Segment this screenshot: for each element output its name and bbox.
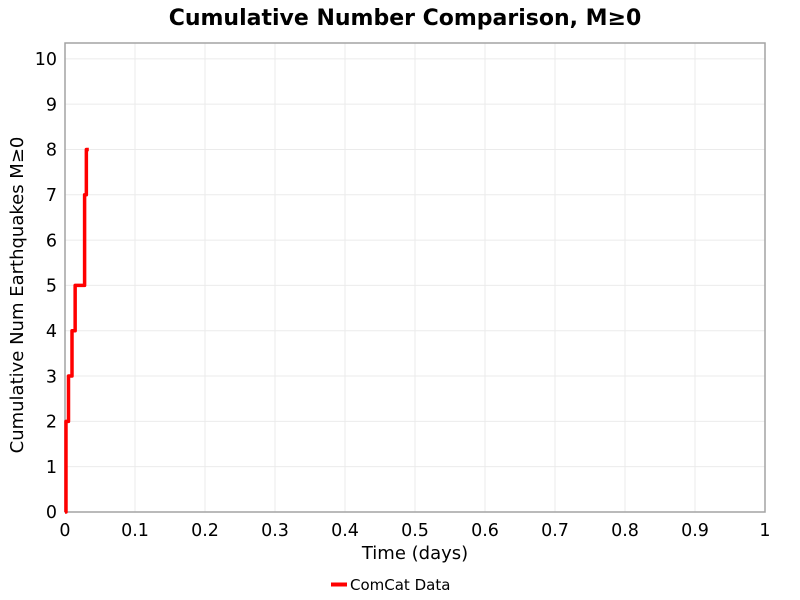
x-tick-label: 0.1	[121, 521, 149, 541]
x-tick-label: 0.3	[261, 521, 289, 541]
x-axis-tick-labels: 0 0.1 0.2 0.3 0.4 0.5 0.6 0.7 0.8 0.9 1	[59, 521, 770, 541]
gridlines	[64, 43, 766, 513]
y-tick-label: 3	[46, 367, 57, 387]
x-tick-label: 1	[759, 521, 770, 541]
x-tick-label: 0.8	[611, 521, 639, 541]
y-tick-label: 2	[46, 413, 57, 433]
y-tick-label: 7	[46, 186, 57, 206]
x-tick-label: 0.4	[331, 521, 359, 541]
y-tick-label: 4	[46, 322, 57, 342]
x-tick-label: 0.5	[401, 521, 429, 541]
y-tick-label: 0	[46, 503, 57, 523]
y-tick-label: 10	[35, 50, 57, 70]
legend-label: ComCat Data	[350, 576, 450, 594]
x-tick-label: 0	[59, 521, 70, 541]
y-tick-label: 1	[46, 458, 57, 478]
y-tick-label: 6	[46, 231, 57, 251]
x-tick-label: 0.7	[541, 521, 569, 541]
y-tick-label: 8	[46, 141, 57, 161]
x-tick-label: 0.6	[471, 521, 499, 541]
series-comcat-data	[64, 147, 89, 514]
plot-area-border	[64, 42, 766, 513]
y-axis-tick-labels: 0 1 2 3 4 5 6 7 8 9 10	[35, 50, 57, 523]
y-axis-label: Cumulative Num Earthquakes M≥0	[7, 137, 28, 454]
comcat-data-step-line	[64, 147, 89, 514]
x-tick-label: 0.2	[191, 521, 219, 541]
y-tick-label: 5	[46, 277, 57, 297]
y-tick-label: 9	[46, 95, 57, 115]
x-axis-label: Time (days)	[361, 543, 468, 564]
legend: ComCat Data	[331, 576, 450, 594]
x-tick-label: 0.9	[681, 521, 709, 541]
chart-title: Cumulative Number Comparison, M≥0	[169, 6, 642, 31]
